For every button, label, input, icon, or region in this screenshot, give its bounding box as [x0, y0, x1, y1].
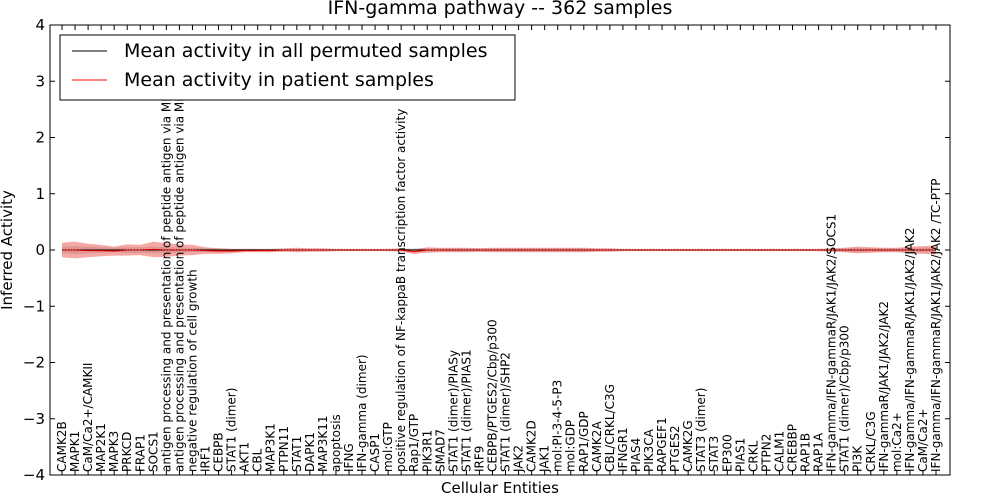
x-tick-label: CAMK2A — [590, 421, 604, 472]
x-tick-label: RAP1B — [799, 433, 813, 472]
x-tick-label: apoptosis — [329, 414, 343, 472]
x-tick-label: MAPK3 — [107, 431, 121, 472]
x-tick-label: CaM/Ca2+ — [916, 408, 930, 472]
x-tick-label: mol:PI-3-4-5-P3 — [551, 380, 565, 472]
x-tick-label: IRF1 — [198, 446, 212, 472]
x-tick-label: RAP1A — [812, 432, 826, 472]
x-axis-label: Cellular Entities — [441, 479, 559, 497]
x-tick-label: CALM1 — [772, 431, 786, 472]
x-tick-label: mol:Ca2+ — [890, 412, 904, 472]
y-tick-label: 2 — [35, 129, 45, 147]
x-tick-label: IFNG — [342, 443, 356, 472]
x-tick-label: positive regulation of NF-kappaB transcr… — [394, 109, 408, 472]
x-tick-label: IFNGR1 — [616, 427, 630, 472]
x-tick-label: STAT3 (dimer) — [694, 388, 708, 472]
x-tick-label: MAP3K1 — [264, 423, 278, 472]
x-tick-label: STAT1 (dimer)/PIAS1 — [459, 349, 473, 472]
x-tick-label: DAPK1 — [303, 432, 317, 472]
x-tick-label: CBL/CRKL/C3G — [603, 384, 617, 472]
x-tick-labels: CAMK2B MAPK1 CaM/Ca2+/CAMKII MAP2K1 MAPK3 PRK… — [55, 40, 943, 473]
x-tick-label: FRAP1 — [133, 434, 147, 472]
x-tick-label: CRKL/C3G — [864, 411, 878, 472]
x-tick-label: IFN-gamma (dimer) — [355, 354, 369, 472]
x-tick-label: negative regulation of cell growth — [185, 269, 199, 472]
patient-mean-line — [62, 248, 936, 253]
y-tick-label: 1 — [35, 185, 45, 203]
x-tick-label: Rap1/GTP — [407, 414, 421, 472]
x-tick-label: CAMK2B — [55, 421, 69, 472]
x-tick-label: STAT1 (dimer) — [225, 388, 239, 472]
x-tick-label: CBL — [251, 448, 265, 472]
x-tick-label: STAT1 (dimer)/PIASy — [446, 350, 460, 472]
x-tick-label: antigen processing and presentation of p… — [159, 43, 173, 472]
x-tick-label: EP300 — [720, 434, 734, 472]
y-tick-label: 4 — [35, 16, 45, 34]
x-tick-label: CaM/Ca2+/CAMKII — [81, 363, 95, 472]
axis-ticks: 4 3 2 1 0 −1 −2 −3 −4 — [23, 16, 950, 484]
x-tick-label: STAT1 (dimer)/Cbp/p300 — [838, 325, 852, 472]
x-tick-label: PI3K — [851, 445, 865, 472]
y-tick-label: −4 — [23, 466, 45, 484]
x-tick-label: PRKCD — [120, 432, 134, 472]
x-tick-label: IFN-gammaR/JAK1/JAK2/JAK2 — [877, 301, 891, 472]
x-tick-label: IFN-gamma/IFN-gammaR/JAK1/JAK2/JAK2 — [903, 227, 917, 472]
x-tick-label: CASP1 — [368, 433, 382, 472]
y-tick-label: −1 — [23, 297, 45, 315]
x-tick-label: PTGES2 — [668, 425, 682, 472]
x-tick-label: PIK3CA — [642, 428, 656, 472]
x-tick-label: STAT1 (dimer)/SHP2 — [499, 352, 513, 472]
x-tick-label: PTPN11 — [277, 426, 291, 472]
legend-permuted-label: Mean activity in all permuted samples — [124, 40, 487, 62]
x-tick-label: SOCS1 — [146, 431, 160, 472]
x-tick-label: IFN-gamma/IFN-gammaR/JAK1/JAK2/JAK2 /TC-… — [929, 178, 943, 472]
x-tick-label: PIAS1 — [733, 438, 747, 472]
x-tick-label: STAT1 — [290, 436, 304, 472]
x-tick-label: SMAD7 — [433, 429, 447, 472]
plot-area — [62, 241, 936, 259]
x-tick-label: CEBPB — [212, 432, 226, 472]
x-tick-label: IRF9 — [472, 446, 486, 472]
legend: Mean activity in all permuted samples Me… — [59, 34, 516, 101]
legend-box — [59, 34, 516, 101]
x-tick-label: AKT1 — [238, 442, 252, 472]
y-tick-label: −2 — [23, 354, 45, 372]
x-tick-label: CRKL — [746, 440, 760, 472]
x-tick-label: MAPK1 — [68, 431, 82, 472]
legend-patient-label: Mean activity in patient samples — [124, 69, 434, 91]
x-tick-label: antigen processing and presentation of p… — [172, 40, 186, 472]
y-axis-label: Inferred Activity — [0, 190, 16, 310]
x-tick-label: MAP2K1 — [94, 423, 108, 472]
x-tick-label: RAPGEF1 — [655, 417, 669, 472]
chart-title: IFN-gamma pathway -- 362 samples — [328, 0, 673, 19]
x-tick-label: PTPN2 — [759, 434, 773, 472]
x-tick-label: STAT3 — [707, 436, 721, 472]
x-tick-label: JAK1 — [538, 445, 552, 473]
x-tick-label: JAK2 — [512, 445, 526, 473]
x-tick-label: CAMK2D — [525, 420, 539, 472]
x-tick-label: MAP3K11 — [316, 415, 330, 472]
y-tick-label: −3 — [23, 410, 45, 428]
x-tick-label: mol:GTP — [381, 422, 395, 472]
x-tick-label: RAP1/GDP — [577, 411, 591, 472]
x-tick-label: IFN-gamma/IFN-gammaR/JAK1/JAK2/SOCS1 — [825, 214, 839, 472]
x-tick-label: CEBPB/PTGES2/Cbp/p300 — [485, 319, 499, 472]
y-tick-label: 0 — [35, 241, 45, 259]
x-tick-label: CAMK2G — [681, 420, 695, 472]
y-tick-label: 3 — [35, 72, 45, 90]
x-tick-label: PIK3R1 — [420, 430, 434, 472]
x-tick-label: CREBBP — [786, 424, 800, 472]
x-tick-label: mol:GDP — [564, 420, 578, 472]
x-tick-label: PIAS4 — [629, 438, 643, 472]
